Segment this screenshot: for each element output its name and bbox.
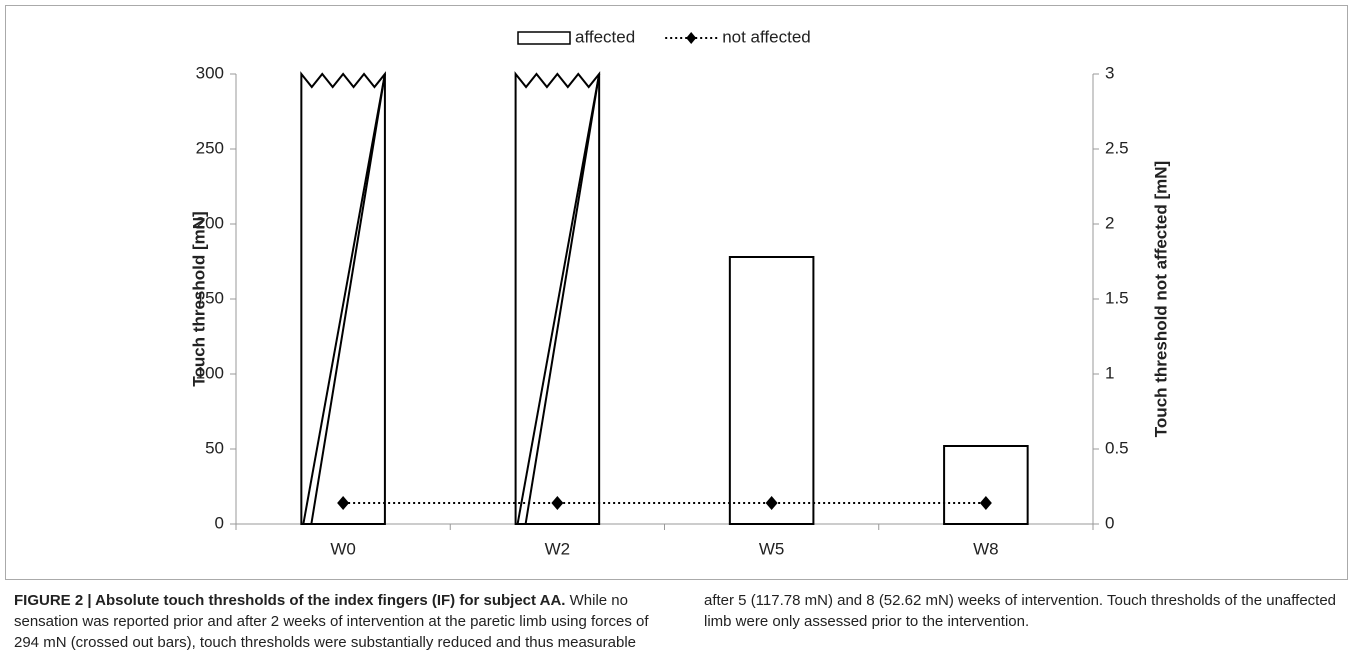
y2-tick-label: 1.5 <box>1105 288 1129 307</box>
y2-tick-label: 0 <box>1105 513 1114 532</box>
y-tick-label: 300 <box>196 63 224 82</box>
y-tick-label: 150 <box>196 288 224 307</box>
marker <box>337 496 350 510</box>
crossed-bar <box>300 71 386 525</box>
y-tick-label: 100 <box>196 363 224 382</box>
caption-text: While no sensation was reported prior an… <box>14 592 1337 651</box>
chart: Touch threshold [mN] Touch threshold not… <box>189 27 1170 558</box>
crossed-bar-part <box>310 73 386 525</box>
legend-label: affected <box>575 27 635 46</box>
x-tick-label: W0 <box>330 539 356 558</box>
y2-axis-title: Touch threshold not affected [mN] <box>1151 161 1170 437</box>
bar <box>728 256 815 525</box>
y-tick-label: 200 <box>196 213 224 232</box>
marker <box>765 496 778 510</box>
crossed-bar <box>514 71 601 525</box>
figure-frame <box>5 5 1348 580</box>
y2-tick-label: 3 <box>1105 63 1114 82</box>
legend-swatch <box>517 31 571 45</box>
y2-tick-label: 2.5 <box>1105 138 1129 157</box>
y2-tick-label: 2 <box>1105 213 1114 232</box>
crossed-bar-part <box>516 73 601 525</box>
x-tick-label: W2 <box>545 539 571 558</box>
caption-title: FIGURE 2 | Absolute touch thresholds of … <box>14 592 566 609</box>
bar <box>943 445 1029 525</box>
marker <box>979 496 992 510</box>
y-tick-label: 0 <box>215 513 224 532</box>
marker <box>551 496 564 510</box>
x-tick-label: W5 <box>759 539 785 558</box>
crossed-bar-part <box>302 73 386 525</box>
x-tick-label: W8 <box>973 539 999 558</box>
y2-tick-label: 0.5 <box>1105 438 1129 457</box>
y-tick-label: 250 <box>196 138 224 157</box>
crossed-bar-part <box>524 73 601 525</box>
legend-swatch <box>686 32 697 44</box>
y-axis-title: Touch threshold [mN] <box>189 211 208 386</box>
caption: FIGURE 2 | Absolute touch thresholds of … <box>14 590 1344 666</box>
legend-label: not affected <box>722 27 811 46</box>
y-tick-label: 50 <box>205 438 224 457</box>
y2-tick-label: 1 <box>1105 363 1114 382</box>
